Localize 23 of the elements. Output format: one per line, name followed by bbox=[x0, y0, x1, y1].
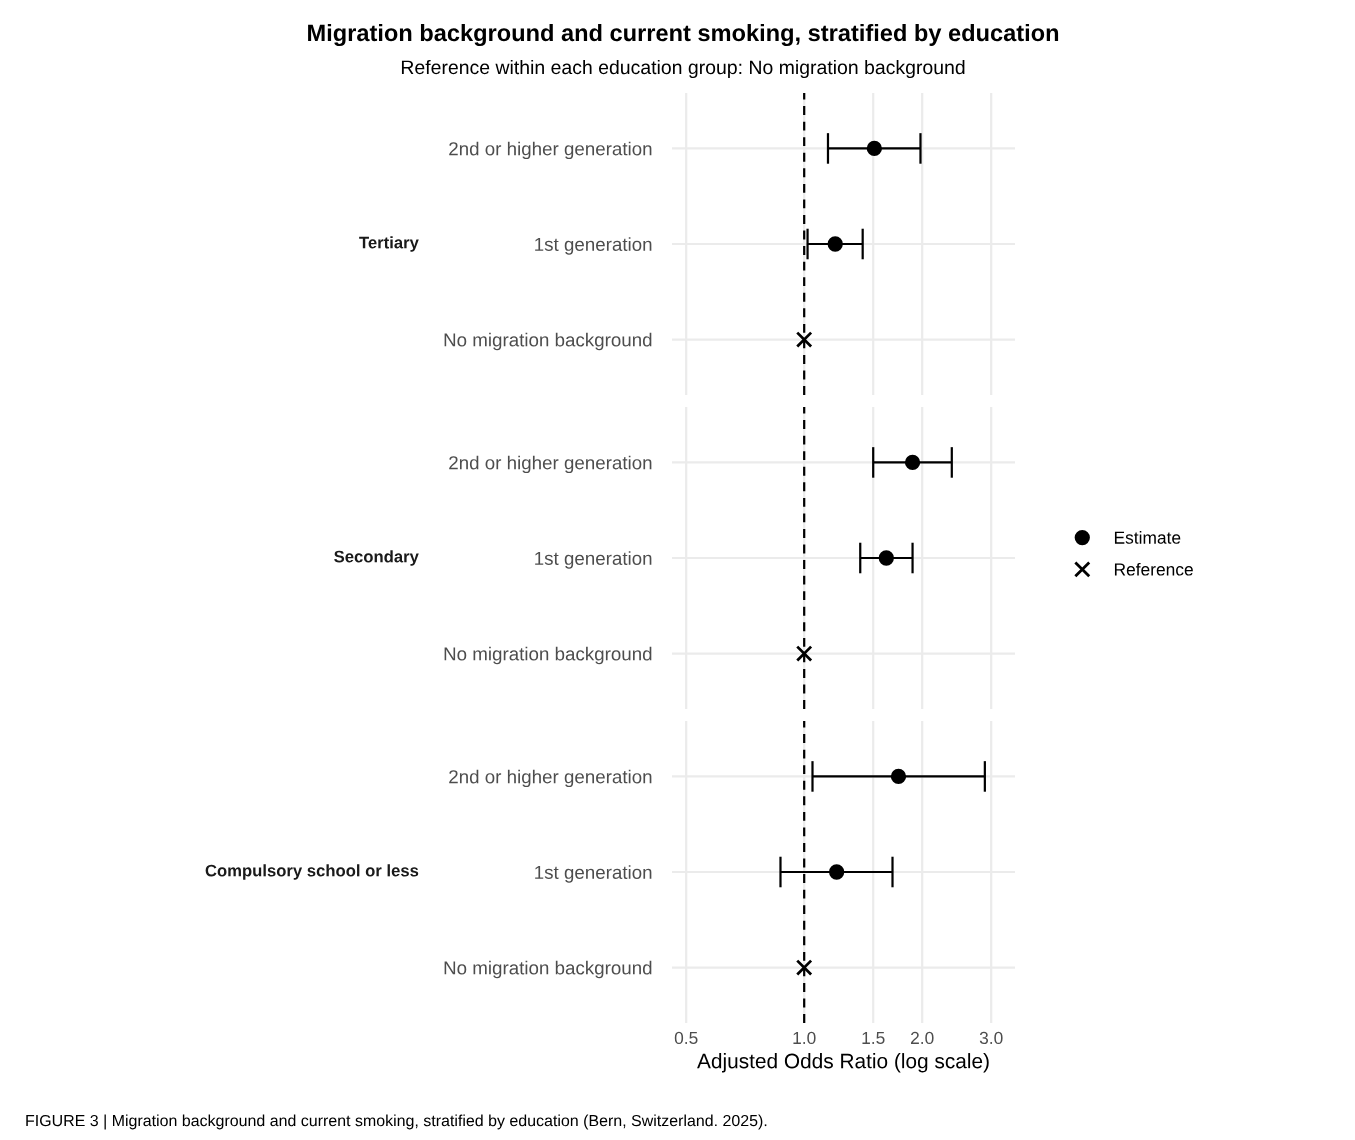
chart-subtitle: Reference within each education group: No migration background bbox=[401, 59, 965, 79]
y-axis-title: Secondary bbox=[334, 550, 419, 566]
x-tick-label: 1.0 bbox=[793, 1031, 816, 1045]
y-axis-title: Compulsory school or less bbox=[205, 864, 419, 880]
y-tick-label: No migration background bbox=[444, 646, 652, 665]
x-tick-label: 3.0 bbox=[979, 1031, 1003, 1045]
legend-label: Estimate bbox=[1114, 531, 1181, 544]
y-tick-label: 1st generation bbox=[535, 237, 652, 255]
chart-title: Migration background and current smoking, stratified by education bbox=[308, 23, 1059, 47]
y-tick-label: No migration background bbox=[444, 960, 652, 979]
legend-label: Reference bbox=[1114, 562, 1193, 576]
x-tick-label: 0.5 bbox=[674, 1031, 698, 1045]
y-tick-label: 1st generation bbox=[535, 551, 652, 569]
caption: FIGURE 3 | Migration background and current smoking, stratified by education (Bern, Switzerland. 2025). bbox=[26, 1114, 767, 1130]
y-tick-label: 1st generation bbox=[535, 865, 652, 883]
x-tick-label: 2.0 bbox=[910, 1031, 934, 1045]
y-tick-label: 2nd or higher generation bbox=[449, 455, 652, 474]
y-tick-label: 2nd or higher generation bbox=[449, 769, 652, 788]
y-axis-title: Tertiary bbox=[359, 236, 419, 252]
y-tick-label: No migration background bbox=[444, 332, 652, 351]
y-tick-label: 2nd or higher generation bbox=[449, 141, 652, 160]
x-axis-title: Adjusted Odds Ratio (log scale) bbox=[697, 1053, 989, 1073]
x-tick-label: 1.5 bbox=[862, 1031, 885, 1045]
